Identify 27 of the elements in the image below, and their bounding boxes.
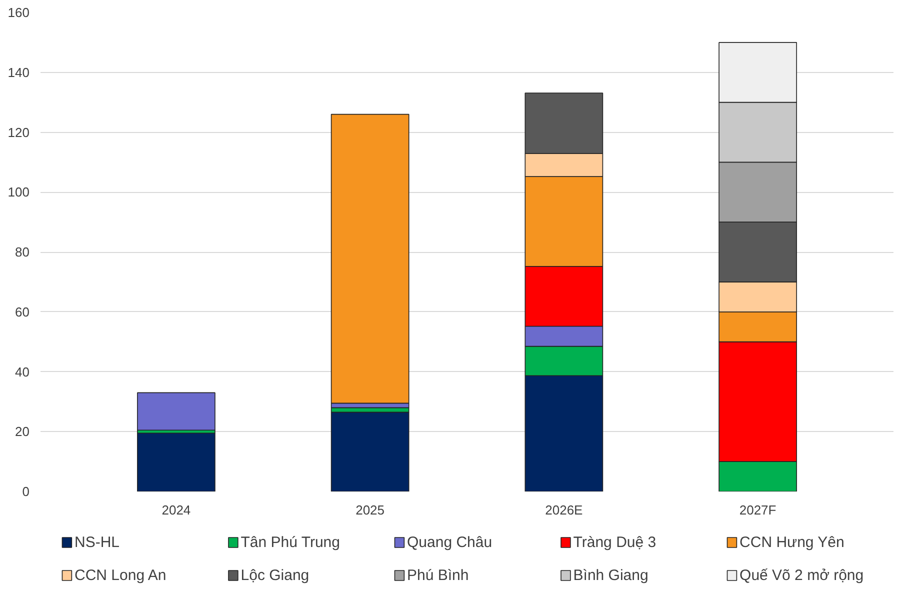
y-tick-label: 100 xyxy=(8,184,30,200)
legend-label: Quang Châu xyxy=(407,534,492,551)
legend-label: Phú Bình xyxy=(407,567,469,584)
legend-label: Tân Phú Trung xyxy=(240,534,340,551)
y-tick-label: 0 xyxy=(22,484,30,499)
y-tick-label: 120 xyxy=(8,124,30,140)
legend-label: CCN Long An xyxy=(74,567,166,584)
legend-label: Quế Võ 2 mở rộng xyxy=(740,567,864,584)
legend-label: Bình Giang xyxy=(573,567,648,584)
x-tick-label: 2024 xyxy=(162,502,191,518)
x-tick-label: 2027F xyxy=(739,502,776,518)
bar xyxy=(137,392,216,431)
y-tick-label: 160 xyxy=(8,5,30,20)
bar xyxy=(330,412,410,492)
legend-label: NS-HL xyxy=(74,534,120,551)
x-tick-label: 2026E xyxy=(545,502,584,518)
bar xyxy=(137,432,216,492)
bar xyxy=(330,114,410,404)
y-tick-label: 60 xyxy=(15,304,30,320)
x-tick-label: 2025 xyxy=(356,502,385,518)
y-tick-label: 80 xyxy=(15,244,30,260)
legend-label: Lộc Giang xyxy=(240,567,310,584)
y-tick-label: 40 xyxy=(15,364,30,380)
y-tick-label: 20 xyxy=(15,424,30,440)
legend-label: CCN Hưng Yên xyxy=(740,534,844,551)
legend-label: Tràng Duệ 3 xyxy=(573,534,656,551)
y-tick-label: 140 xyxy=(8,64,30,80)
